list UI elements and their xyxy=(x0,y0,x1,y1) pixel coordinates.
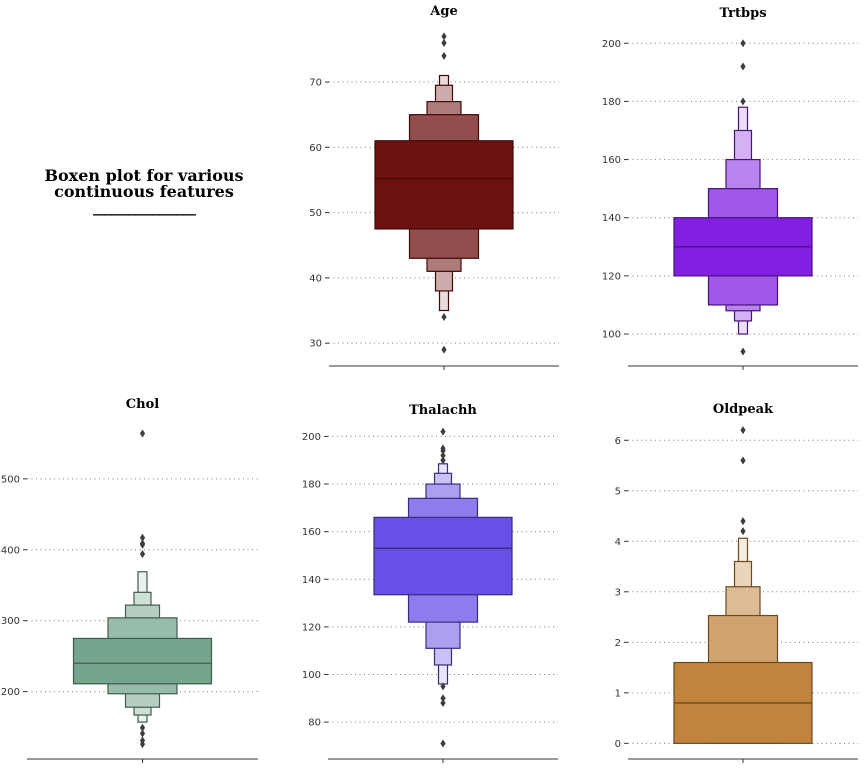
outlier-point xyxy=(740,347,746,356)
y-tick-label: 40 xyxy=(309,273,322,284)
outlier-point xyxy=(440,444,446,453)
outlier-point xyxy=(139,729,146,738)
outlier-point xyxy=(740,456,746,465)
y-tick-label: 160 xyxy=(602,155,621,166)
outlier-point xyxy=(740,39,746,48)
outlier-point xyxy=(440,427,446,436)
outlier-point xyxy=(139,539,146,548)
y-tick-label: 100 xyxy=(302,670,321,681)
outlier-point xyxy=(740,517,746,526)
outlier-point xyxy=(139,550,146,559)
outlier-point xyxy=(440,694,446,703)
panel-title: Oldpeak xyxy=(713,402,774,417)
outlier-point xyxy=(441,38,447,47)
panel-trtbps: Trtbps 100 120 140 160 180 200 xyxy=(602,6,858,370)
panel-title: Thalachh xyxy=(409,403,477,418)
panel-age: Age 30 40 50 60 70 xyxy=(309,4,559,370)
panel-title: Chol xyxy=(126,397,159,412)
y-tick-label: 0 xyxy=(615,739,621,750)
outlier-point xyxy=(441,51,447,60)
figure-title-line-1: Boxen plot for various xyxy=(44,166,244,185)
y-tick-label: 5 xyxy=(615,486,621,497)
y-tick-label: 2 xyxy=(615,638,621,649)
y-tick-label: 140 xyxy=(602,213,621,224)
outlier-point xyxy=(440,699,446,708)
y-tick-label: 300 xyxy=(1,616,20,627)
outlier-point xyxy=(440,682,446,691)
figure-title: Boxen plot for various continuous featur… xyxy=(0,166,288,217)
outlier-point xyxy=(139,533,146,542)
y-tick-label: 400 xyxy=(1,545,20,556)
outlier-point xyxy=(740,426,746,435)
panel-title: Trtbps xyxy=(719,6,766,21)
boxen-level-1 xyxy=(72,637,213,685)
y-tick-label: 1 xyxy=(615,688,621,699)
outlier-point xyxy=(440,451,446,460)
y-tick-label: 140 xyxy=(302,575,321,586)
y-tick-label: 70 xyxy=(309,78,322,89)
y-tick-label: 200 xyxy=(302,432,321,443)
outlier-point xyxy=(139,736,146,745)
y-tick-label: 4 xyxy=(615,537,621,548)
y-tick-label: 80 xyxy=(308,718,321,729)
boxen-level-1 xyxy=(374,140,514,230)
y-tick-label: 3 xyxy=(615,587,621,598)
outlier-point xyxy=(139,429,146,438)
y-tick-label: 50 xyxy=(309,208,322,219)
panel-title: Age xyxy=(429,4,457,19)
outlier-point xyxy=(139,723,146,732)
y-tick-label: 30 xyxy=(309,339,322,350)
outlier-point xyxy=(441,313,447,322)
outlier-point xyxy=(440,739,446,748)
y-tick-label: 120 xyxy=(602,271,621,282)
panel-chol: Chol 200 300 400 500 xyxy=(1,397,258,763)
y-tick-label: 180 xyxy=(602,97,621,108)
outlier-point xyxy=(441,345,447,354)
boxen-level-1 xyxy=(373,516,513,596)
y-tick-label: 200 xyxy=(1,687,20,698)
outlier-point xyxy=(441,32,447,41)
outlier-point xyxy=(740,527,746,536)
outlier-point xyxy=(440,456,446,465)
y-tick-label: 60 xyxy=(309,143,322,154)
figure-title-underline: _________________ xyxy=(93,200,196,216)
y-tick-label: 120 xyxy=(302,622,321,633)
y-tick-label: 500 xyxy=(1,474,20,485)
y-tick-label: 160 xyxy=(302,527,321,538)
panel-thalachh: Thalachh 80 100 120 140 160 180 200 xyxy=(302,403,558,763)
outlier-point xyxy=(740,97,746,106)
y-tick-label: 100 xyxy=(602,330,621,341)
outlier-point xyxy=(740,62,746,71)
y-tick-label: 180 xyxy=(302,480,321,491)
figure-title-line-2: continuous features xyxy=(54,182,234,201)
y-tick-label: 200 xyxy=(602,39,621,50)
panel-oldpeak: Oldpeak 0 1 2 3 4 5 6 xyxy=(615,402,858,763)
y-tick-label: 6 xyxy=(615,436,621,447)
